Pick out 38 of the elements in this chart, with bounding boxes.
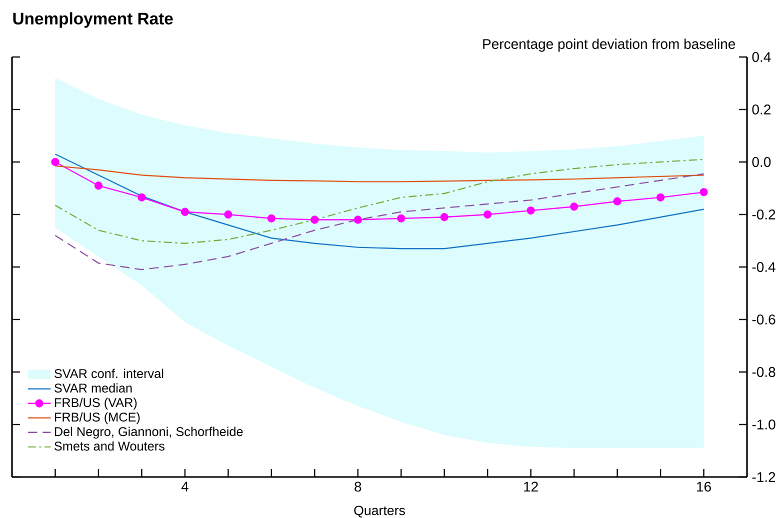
point: [700, 188, 708, 196]
y-tick-label: 0.2: [752, 104, 770, 114]
chart-title: Unemployment Rate: [13, 12, 173, 28]
point: [180, 208, 190, 216]
legend-label: Smets and Wouters: [54, 441, 164, 451]
point: [94, 182, 103, 190]
y-tick-label: -0.2: [752, 210, 776, 220]
x-tick-label: 12: [524, 482, 538, 492]
legend-label: Del Negro, Giannoni, Schorfheide: [54, 426, 243, 439]
y-tick-label: -0.8: [752, 367, 776, 377]
legend-label: SVAR conf. interval: [54, 368, 164, 378]
y-axis-title: Percentage point deviation from baseline: [483, 38, 736, 52]
point: [310, 216, 319, 224]
legend-label: FRB/US (MCE): [54, 412, 140, 424]
legend-label: SVAR median: [54, 383, 132, 393]
y-tick-label: -0.4: [752, 262, 776, 272]
point: [397, 214, 406, 222]
point: [138, 193, 146, 202]
point: [267, 214, 276, 222]
y-tick-label: 0.4: [752, 52, 771, 62]
y-tick-label: -0.6: [752, 314, 776, 324]
y-tick-label: -1.0: [752, 420, 776, 430]
point: [570, 202, 578, 211]
point: [656, 193, 665, 202]
point: [354, 216, 362, 224]
point: [613, 197, 622, 206]
y-tick-label: 0.0: [752, 157, 771, 167]
x-tick-label: 16: [697, 482, 711, 492]
x-axis-title: Quarters: [354, 506, 405, 518]
point: [526, 206, 535, 215]
point: [51, 158, 60, 166]
point: [440, 213, 448, 222]
y-tick-label: -1.2: [752, 472, 776, 482]
x-tick-label: 8: [354, 482, 362, 492]
point: [224, 210, 232, 219]
legend-label: FRB/US (VAR): [54, 398, 137, 410]
x-tick-label: 4: [181, 482, 188, 492]
point: [484, 210, 492, 219]
